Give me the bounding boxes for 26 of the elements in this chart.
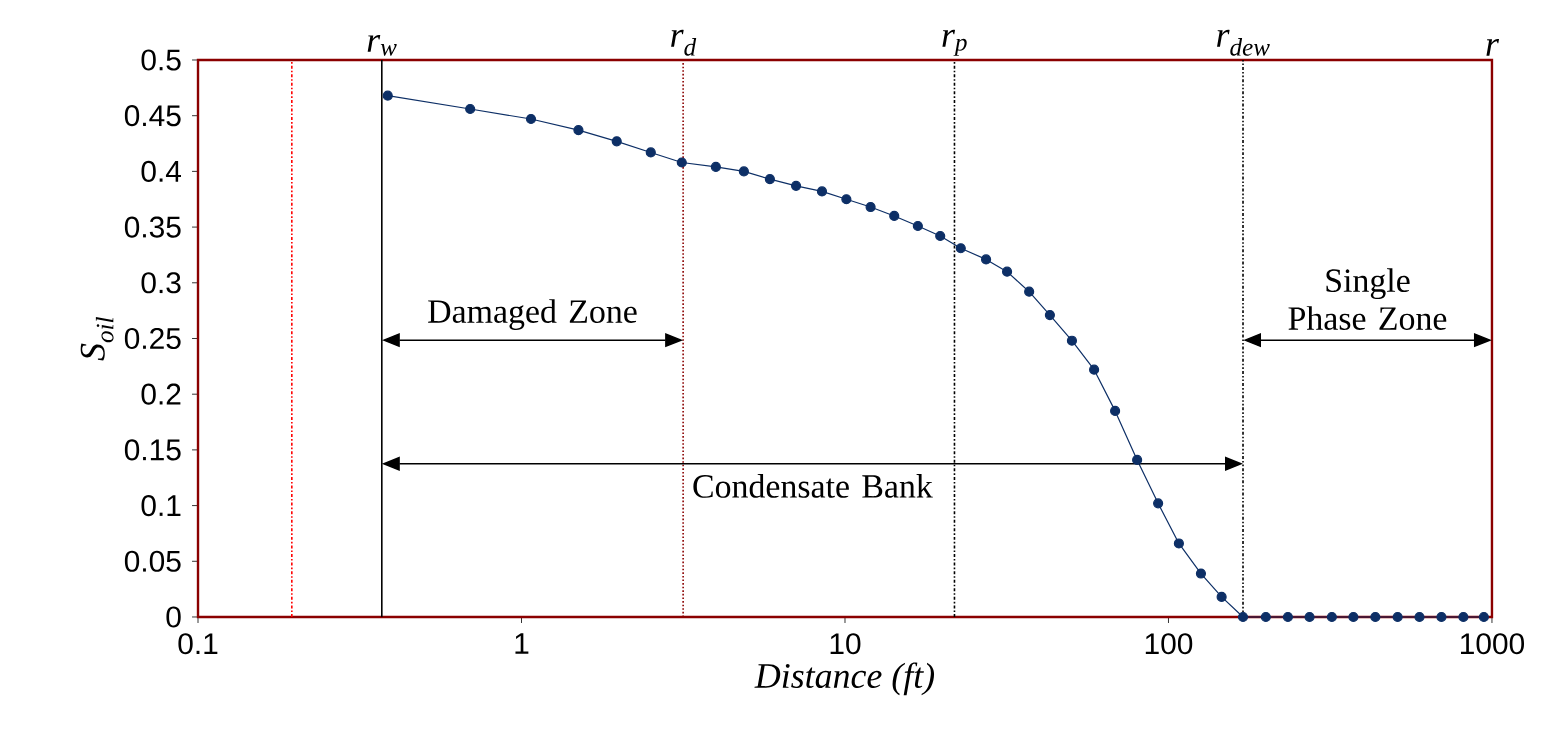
y-tick-label: 0.3 xyxy=(141,272,181,294)
annotation: Single Phase Zone xyxy=(1288,268,1447,330)
y-tick-label: 0 xyxy=(166,606,181,628)
x-tick-label: 1 xyxy=(515,633,529,654)
y-tick-label: 0.45 xyxy=(124,105,181,127)
y-tick-label: 0.25 xyxy=(124,327,181,350)
y-tick-label: 0.4 xyxy=(141,160,182,182)
annotation: Damaged Zone xyxy=(428,299,637,330)
y-tick-label: 0.2 xyxy=(141,383,181,405)
x-tick-label: 100 xyxy=(1145,633,1193,655)
text: r xyxy=(1486,38,1500,56)
ref-line-label: r$_{d}$ xyxy=(671,29,697,56)
ref-line-label: r$_{dew}$ xyxy=(1217,29,1270,56)
y-tick-label: 0.05 xyxy=(124,550,181,572)
y-tick-label: 0.35 xyxy=(124,216,181,238)
y-axis-title: S$_{oil}$ xyxy=(80,317,114,361)
y-tick-label: 0.5 xyxy=(141,49,181,71)
x-tick-label: 1000 xyxy=(1461,633,1525,655)
y-tick-label: 0.1 xyxy=(141,495,181,517)
ref-line-label: r$_{w}$ xyxy=(367,34,397,56)
x-axis-title: Distance (ft) xyxy=(754,662,935,696)
x-tick-label: 10 xyxy=(830,633,861,655)
x-tick-label: 0.1 xyxy=(178,633,218,655)
ref-line-label: r$_{p}$ xyxy=(942,29,967,56)
annotation: Condensate Bank xyxy=(693,474,933,498)
y-tick-label: 0.15 xyxy=(124,439,181,461)
